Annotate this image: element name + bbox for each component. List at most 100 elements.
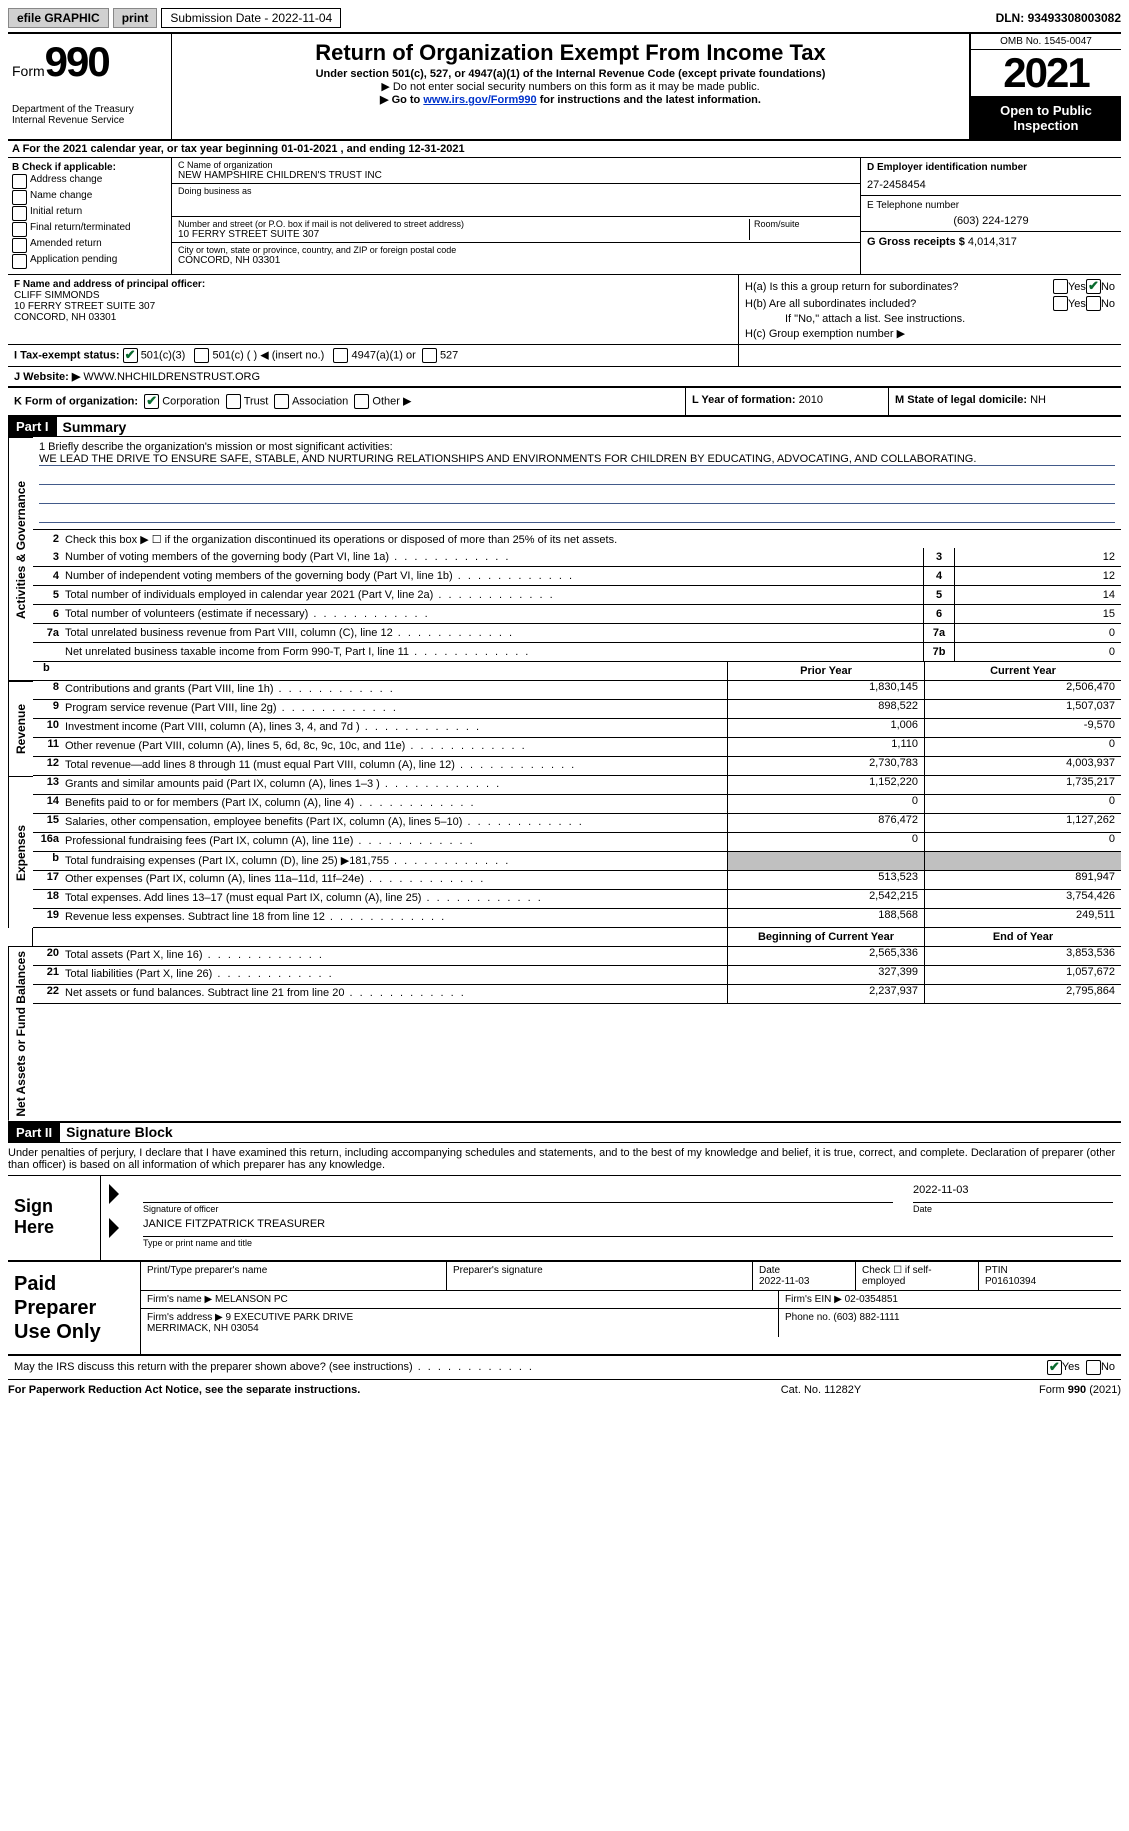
arrow-icon — [109, 1184, 119, 1204]
gross-label: G Gross receipts $ — [867, 236, 968, 248]
k-label: K Form of organization: — [14, 395, 138, 407]
discuss-row: May the IRS discuss this return with the… — [8, 1356, 1121, 1380]
name-label: Type or print name and title — [143, 1236, 1113, 1248]
sign-here-label: Sign Here — [8, 1176, 101, 1260]
chk-initial-return[interactable] — [12, 206, 27, 221]
firm-phone-label: Phone no. — [785, 1312, 831, 1323]
officer-name: CLIFF SIMMONDS — [14, 290, 732, 301]
year-formation: 2010 — [799, 394, 823, 406]
vtab-revenue: Revenue — [8, 681, 33, 776]
form-title: Return of Organization Exempt From Incom… — [176, 40, 965, 66]
row-k: K Form of organization: Corporation Trus… — [8, 388, 1121, 417]
part2-num: Part II — [8, 1123, 60, 1142]
row-j: J Website: ▶ WWW.NHCHILDRENSTRUST.ORG — [8, 367, 1121, 388]
part1-header: Part I Summary — [8, 417, 1121, 437]
prep-ptin: PTIN P01610394 — [979, 1262, 1121, 1290]
part1-title: Summary — [57, 419, 127, 435]
form-ref: Form 990 (2021) — [921, 1384, 1121, 1396]
city: CONCORD, NH 03301 — [178, 255, 854, 266]
sign-here-block: Sign Here Signature of officer 2022-11-0… — [8, 1176, 1121, 1262]
f-label: F Name and address of principal officer: — [14, 279, 732, 290]
form-word: Form — [12, 63, 45, 79]
street: 10 FERRY STREET SUITE 307 — [178, 229, 749, 240]
m-label: M State of legal domicile: — [895, 394, 1030, 406]
dba-label: Doing business as — [178, 186, 854, 196]
paperwork-notice: For Paperwork Reduction Act Notice, see … — [8, 1384, 721, 1396]
l-label: L Year of formation: — [692, 394, 799, 406]
vtab-expenses: Expenses — [8, 776, 33, 928]
firm-ein-label: Firm's EIN ▶ — [785, 1294, 842, 1305]
part2-title: Signature Block — [60, 1124, 173, 1140]
hdr-prior: Prior Year — [727, 662, 924, 680]
prep-date: Date 2022-11-03 — [753, 1262, 856, 1290]
open-to-public: Open to Public Inspection — [971, 97, 1121, 139]
chk-trust[interactable] — [226, 394, 241, 409]
subtitle-3: ▶ Go to www.irs.gov/Form990 for instruct… — [176, 93, 965, 106]
chk-final-return[interactable] — [12, 222, 27, 237]
chk-501c[interactable] — [194, 348, 209, 363]
prep-name-label: Print/Type preparer's name — [141, 1262, 447, 1290]
discuss-no[interactable] — [1086, 1360, 1101, 1375]
print-btn[interactable]: print — [113, 8, 158, 28]
hb-no[interactable] — [1086, 296, 1101, 311]
part2-header: Part II Signature Block — [8, 1123, 1121, 1143]
header: Form990 Department of the Treasury Inter… — [8, 32, 1121, 141]
ein: 27-2458454 — [867, 173, 1115, 191]
chk-app-pending[interactable] — [12, 254, 27, 269]
irs-link[interactable]: www.irs.gov/Form990 — [423, 94, 536, 106]
paid-preparer-block: Paid Preparer Use Only Print/Type prepar… — [8, 1262, 1121, 1356]
chk-amended[interactable] — [12, 238, 27, 253]
c-name-label: C Name of organization — [178, 160, 854, 170]
row-fh: F Name and address of principal officer:… — [8, 275, 1121, 345]
vtab-netassets: Net Assets or Fund Balances — [8, 947, 33, 1121]
firm-addr-label: Firm's address ▶ — [147, 1312, 223, 1323]
dln: DLN: 93493308003082 — [996, 11, 1121, 25]
ha-label: H(a) Is this a group return for subordin… — [745, 281, 1053, 293]
mission-text: WE LEAD THE DRIVE TO ENSURE SAFE, STABLE… — [39, 453, 1115, 466]
chk-501c3[interactable] — [123, 348, 138, 363]
penalty-text: Under penalties of perjury, I declare th… — [8, 1143, 1121, 1176]
efile-btn[interactable]: efile GRAPHIC — [8, 8, 109, 28]
phone-label: E Telephone number — [867, 200, 1115, 211]
chk-assoc[interactable] — [274, 394, 289, 409]
officer-street: 10 FERRY STREET SUITE 307 — [14, 301, 732, 312]
hb-yes[interactable] — [1053, 296, 1068, 311]
col-b-checkboxes: B Check if applicable: Address change Na… — [8, 158, 172, 274]
chk-527[interactable] — [422, 348, 437, 363]
chk-name-change[interactable] — [12, 190, 27, 205]
discuss-text: May the IRS discuss this return with the… — [14, 1361, 1047, 1373]
sign-date: 2022-11-03 — [913, 1184, 1113, 1202]
ein-label: D Employer identification number — [867, 162, 1115, 173]
officer-city: CONCORD, NH 03301 — [14, 312, 732, 323]
city-label: City or town, state or province, country… — [178, 245, 854, 255]
tax-year: 2021 — [971, 50, 1121, 97]
section-bcd: B Check if applicable: Address change Na… — [8, 158, 1121, 275]
topbar: efile GRAPHIC print Submission Date - 20… — [8, 8, 1121, 28]
ha-no[interactable] — [1086, 279, 1101, 294]
j-label: J Website: ▶ — [14, 371, 83, 383]
chk-4947[interactable] — [333, 348, 348, 363]
chk-corp[interactable] — [144, 394, 159, 409]
mission-label: 1 Briefly describe the organization's mi… — [39, 441, 1115, 453]
room-label: Room/suite — [754, 219, 854, 229]
subtitle-2: ▶ Do not enter social security numbers o… — [176, 80, 965, 93]
discuss-yes[interactable] — [1047, 1360, 1062, 1375]
ha-yes[interactable] — [1053, 279, 1068, 294]
submission-date: Submission Date - 2022-11-04 — [161, 8, 341, 28]
state-domicile: NH — [1030, 394, 1046, 406]
row-a-calendar: A For the 2021 calendar year, or tax yea… — [8, 141, 1121, 158]
firm-name: MELANSON PC — [215, 1294, 288, 1305]
firm-ein: 02-0354851 — [845, 1294, 898, 1305]
chk-other[interactable] — [354, 394, 369, 409]
org-name: NEW HAMPSHIRE CHILDREN'S TRUST INC — [178, 170, 854, 181]
dept-treasury: Department of the Treasury Internal Reve… — [12, 104, 167, 126]
sig-officer-label: Signature of officer — [143, 1202, 893, 1214]
date-label: Date — [913, 1202, 1113, 1214]
hb-note: If "No," attach a list. See instructions… — [745, 313, 1115, 325]
footer: For Paperwork Reduction Act Notice, see … — [8, 1380, 1121, 1396]
firm-phone: (603) 882-1111 — [833, 1312, 899, 1323]
prep-selfemp: Check ☐ if self-employed — [856, 1262, 979, 1290]
chk-address-change[interactable] — [12, 174, 27, 189]
cat-no: Cat. No. 11282Y — [721, 1384, 921, 1396]
subtitle-1: Under section 501(c), 527, or 4947(a)(1)… — [176, 68, 965, 80]
